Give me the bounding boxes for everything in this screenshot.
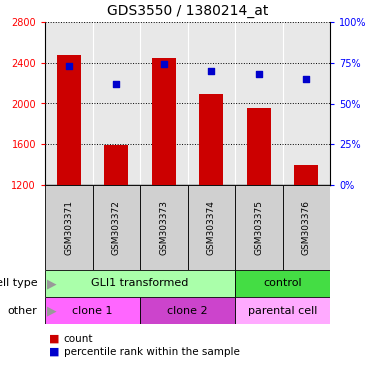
Title: GDS3550 / 1380214_at: GDS3550 / 1380214_at: [107, 4, 268, 18]
Bar: [235, 297, 330, 324]
Point: [208, 68, 214, 74]
Bar: [247, 108, 270, 185]
Bar: [187, 185, 235, 270]
Bar: [92, 185, 140, 270]
Text: percentile rank within the sample: percentile rank within the sample: [63, 347, 239, 357]
Text: ▶: ▶: [47, 277, 56, 290]
Text: cell type: cell type: [0, 278, 37, 288]
Bar: [140, 297, 235, 324]
Text: GSM303376: GSM303376: [302, 200, 311, 255]
Text: other: other: [8, 306, 37, 316]
Point: [66, 63, 72, 69]
Text: GSM303371: GSM303371: [64, 200, 73, 255]
Bar: [235, 185, 282, 270]
Bar: [152, 58, 175, 185]
Text: ■: ■: [49, 334, 59, 344]
Text: control: control: [263, 278, 302, 288]
Point: [113, 81, 119, 87]
Bar: [45, 270, 235, 297]
Point: [303, 76, 309, 82]
Text: GSM303375: GSM303375: [254, 200, 263, 255]
Point: [256, 71, 262, 77]
Text: ■: ■: [49, 347, 59, 357]
Text: count: count: [63, 334, 93, 344]
Text: clone 2: clone 2: [167, 306, 208, 316]
Bar: [199, 94, 223, 185]
Text: parental cell: parental cell: [248, 306, 317, 316]
Text: clone 1: clone 1: [72, 306, 113, 316]
Text: GLI1 transformed: GLI1 transformed: [91, 278, 189, 288]
Text: GSM303372: GSM303372: [112, 200, 121, 255]
Bar: [140, 185, 187, 270]
Bar: [57, 55, 81, 185]
Point: [161, 61, 167, 68]
Bar: [294, 165, 318, 185]
Bar: [45, 185, 92, 270]
Text: GSM303373: GSM303373: [159, 200, 168, 255]
Bar: [45, 297, 140, 324]
Bar: [104, 145, 128, 185]
Bar: [235, 270, 330, 297]
Text: ▶: ▶: [47, 304, 56, 317]
Text: GSM303374: GSM303374: [207, 200, 216, 255]
Bar: [282, 185, 330, 270]
